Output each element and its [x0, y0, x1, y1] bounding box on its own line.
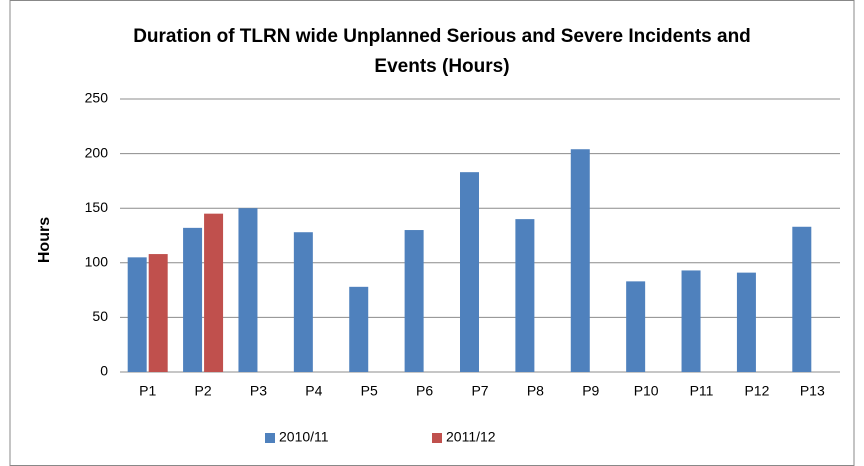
x-tick-label: P12 — [744, 383, 769, 399]
y-tick-label: 250 — [85, 90, 109, 106]
bar — [460, 172, 479, 372]
x-tick-label: P11 — [690, 383, 714, 399]
y-tick-label: 0 — [100, 363, 108, 379]
bar — [238, 208, 258, 372]
bar — [736, 272, 756, 372]
bar — [204, 213, 224, 372]
x-tick-label: P5 — [361, 383, 378, 399]
x-tick-label: P4 — [305, 383, 322, 399]
x-tick-label: P9 — [582, 383, 599, 399]
x-tick-label: P13 — [800, 383, 825, 399]
bar — [570, 149, 590, 372]
chart-title: Duration of TLRN wide Unplanned Serious … — [133, 26, 751, 77]
x-tick-label: P2 — [195, 383, 212, 399]
bar — [183, 227, 203, 372]
bar — [127, 257, 147, 372]
bar — [792, 226, 812, 372]
legend-swatch — [265, 433, 275, 443]
legend-label: 2011/12 — [446, 429, 496, 445]
x-tick-label: P10 — [634, 383, 659, 399]
legend-swatch — [432, 433, 442, 443]
y-tick-label: 100 — [85, 254, 109, 270]
bar — [626, 281, 646, 372]
bar — [293, 232, 313, 372]
bar — [515, 219, 535, 372]
chart-border — [9, 0, 855, 466]
y-tick-label: 50 — [92, 308, 108, 324]
legend-label: 2010/11 — [279, 429, 329, 445]
bar — [681, 270, 701, 372]
x-tick-label: P1 — [139, 383, 156, 399]
y-axis-label: Hours — [36, 217, 53, 263]
x-tick-label: P8 — [527, 383, 544, 399]
bar — [148, 254, 168, 372]
bar — [349, 286, 369, 372]
y-tick-label: 200 — [85, 144, 109, 160]
x-tick-label: P7 — [471, 383, 488, 399]
x-tick-label: P3 — [250, 383, 267, 399]
x-tick-label: P6 — [416, 383, 433, 399]
y-tick-label: 150 — [85, 199, 109, 215]
bar — [404, 230, 424, 372]
